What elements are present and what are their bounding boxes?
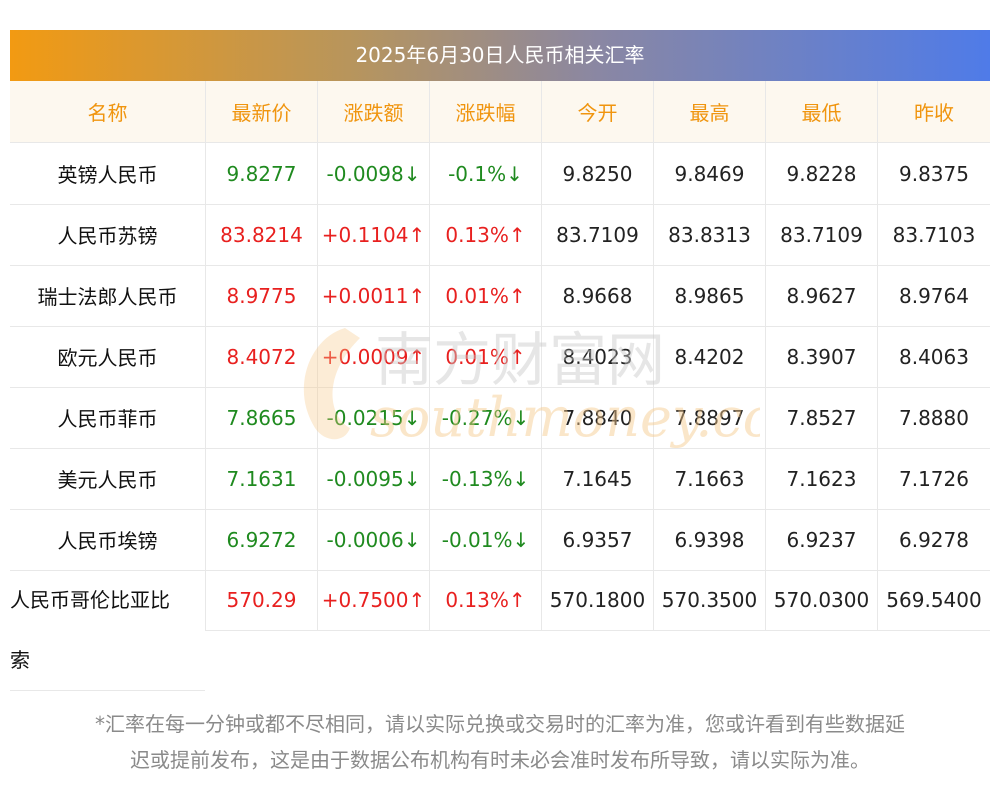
low-price: 83.7109: [765, 204, 877, 265]
high-price: 9.8469: [653, 143, 765, 204]
table-row: 人民币哥伦比亚比索 570.29 +0.7500↑ 0.13%↑ 570.1800 570…: [10, 570, 990, 691]
change-amount: -0.0098↓: [317, 143, 429, 204]
table-row: 人民币埃镑 6.9272 -0.0006↓ -0.01%↓ 6.9357 6.9398 6.…: [10, 509, 990, 571]
latest-price: 7.8665: [205, 387, 317, 448]
high-price: 7.1663: [653, 448, 765, 509]
change-amount: +0.1104↑: [317, 204, 429, 265]
high-price: 8.4202: [653, 326, 765, 387]
footnote-line2: 迟或提前发布，这是由于数据公布机构有时未必会准时发布所导致，请以实际为准。: [130, 748, 870, 772]
prev-close: 8.4063: [877, 326, 990, 387]
name-line1: 人民币哥伦比亚比: [10, 588, 170, 612]
page-title: 2025年6月30日人民币相关汇率: [10, 30, 990, 81]
latest-price: 8.9775: [205, 265, 317, 326]
latest-price: 7.1631: [205, 448, 317, 509]
name-cell: 人民币埃镑: [57, 529, 158, 553]
header-low: 最低: [765, 81, 877, 142]
open-price: 8.4023: [541, 326, 653, 387]
change-amount: -0.0006↓: [317, 509, 429, 570]
header-name: 名称: [87, 101, 128, 125]
open-price: 6.9357: [541, 509, 653, 570]
open-price: 7.8840: [541, 387, 653, 448]
name-cell: 美元人民币: [57, 468, 158, 492]
open-price: 9.8250: [541, 143, 653, 204]
prev-close: 7.8880: [877, 387, 990, 448]
change-amount: +0.7500↑: [317, 570, 429, 631]
latest-price: 6.9272: [205, 509, 317, 570]
header-pct: 涨跌幅: [429, 81, 541, 142]
low-price: 6.9237: [765, 509, 877, 570]
footnote: *汇率在每一分钟或都不尽相同，请以实际兑换或交易时的汇率为准，您或许看到有些数据…: [10, 706, 990, 778]
change-amount: -0.0095↓: [317, 448, 429, 509]
table-row: 美元人民币 7.1631 -0.0095↓ -0.13%↓ 7.1645 7.1663 7.…: [10, 448, 990, 510]
latest-price: 83.8214: [205, 204, 317, 265]
low-price: 8.9627: [765, 265, 877, 326]
latest-price: 570.29: [205, 570, 317, 631]
header-change: 涨跌额: [317, 81, 429, 142]
prev-close: 569.5400: [877, 570, 990, 631]
change-percent: 0.01%↑: [429, 265, 541, 326]
prev-close: 8.9764: [877, 265, 990, 326]
open-price: 8.9668: [541, 265, 653, 326]
name-cell: 欧元人民币: [57, 346, 158, 370]
low-price: 570.0300: [765, 570, 877, 631]
prev-close: 6.9278: [877, 509, 990, 570]
high-price: 83.8313: [653, 204, 765, 265]
table-row: 瑞士法郎人民币 8.9775 +0.0011↑ 0.01%↑ 8.9668 8.9865 8…: [10, 265, 990, 327]
change-percent: -0.27%↓: [429, 387, 541, 448]
table-row: 人民币苏镑 83.8214 +0.1104↑ 0.13%↑ 83.7109 83.8313…: [10, 204, 990, 266]
low-price: 7.8527: [765, 387, 877, 448]
header-open: 今开: [541, 81, 653, 142]
change-percent: -0.13%↓: [429, 448, 541, 509]
open-price: 7.1645: [541, 448, 653, 509]
change-percent: 0.13%↑: [429, 570, 541, 631]
prev-close: 7.1726: [877, 448, 990, 509]
change-percent: -0.1%↓: [429, 143, 541, 204]
open-price: 570.1800: [541, 570, 653, 631]
high-price: 7.8897: [653, 387, 765, 448]
low-price: 7.1623: [765, 448, 877, 509]
name-cell: 瑞士法郎人民币: [37, 285, 178, 309]
high-price: 570.3500: [653, 570, 765, 631]
change-percent: 0.13%↑: [429, 204, 541, 265]
header-high: 最高: [653, 81, 765, 142]
table-row: 欧元人民币 8.4072 +0.0009↑ 0.01%↑ 8.4023 8.4202 8.3…: [10, 326, 990, 388]
header-prev: 昨收: [877, 81, 990, 142]
table-row: 英镑人民币 9.8277 -0.0098↓ -0.1%↓ 9.8250 9.8469 9.8…: [10, 143, 990, 205]
latest-price: 8.4072: [205, 326, 317, 387]
change-amount: +0.0009↑: [317, 326, 429, 387]
table-header: 名称 最新价 涨跌额 涨跌幅 今开 最高 最低 昨收: [10, 81, 990, 143]
change-percent: -0.01%↓: [429, 509, 541, 570]
change-amount: -0.0215↓: [317, 387, 429, 448]
footnote-line1: *汇率在每一分钟或都不尽相同，请以实际兑换或交易时的汇率为准，您或许看到有些数据…: [95, 712, 905, 736]
name-cell: 英镑人民币: [57, 163, 158, 187]
change-amount: +0.0011↑: [317, 265, 429, 326]
name-cell: 人民币苏镑: [57, 224, 158, 248]
header-latest: 最新价: [205, 81, 317, 142]
low-price: 9.8228: [765, 143, 877, 204]
high-price: 8.9865: [653, 265, 765, 326]
name-cell: 人民币菲币: [57, 407, 158, 431]
name-line2: 索: [10, 648, 30, 672]
change-percent: 0.01%↑: [429, 326, 541, 387]
low-price: 8.3907: [765, 326, 877, 387]
name-cell: 人民币哥伦比亚比索: [10, 570, 205, 691]
prev-close: 9.8375: [877, 143, 990, 204]
high-price: 6.9398: [653, 509, 765, 570]
prev-close: 83.7103: [877, 204, 990, 265]
table-row: 人民币菲币 7.8665 -0.0215↓ -0.27%↓ 7.8840 7.8897 7.…: [10, 387, 990, 449]
latest-price: 9.8277: [205, 143, 317, 204]
open-price: 83.7109: [541, 204, 653, 265]
